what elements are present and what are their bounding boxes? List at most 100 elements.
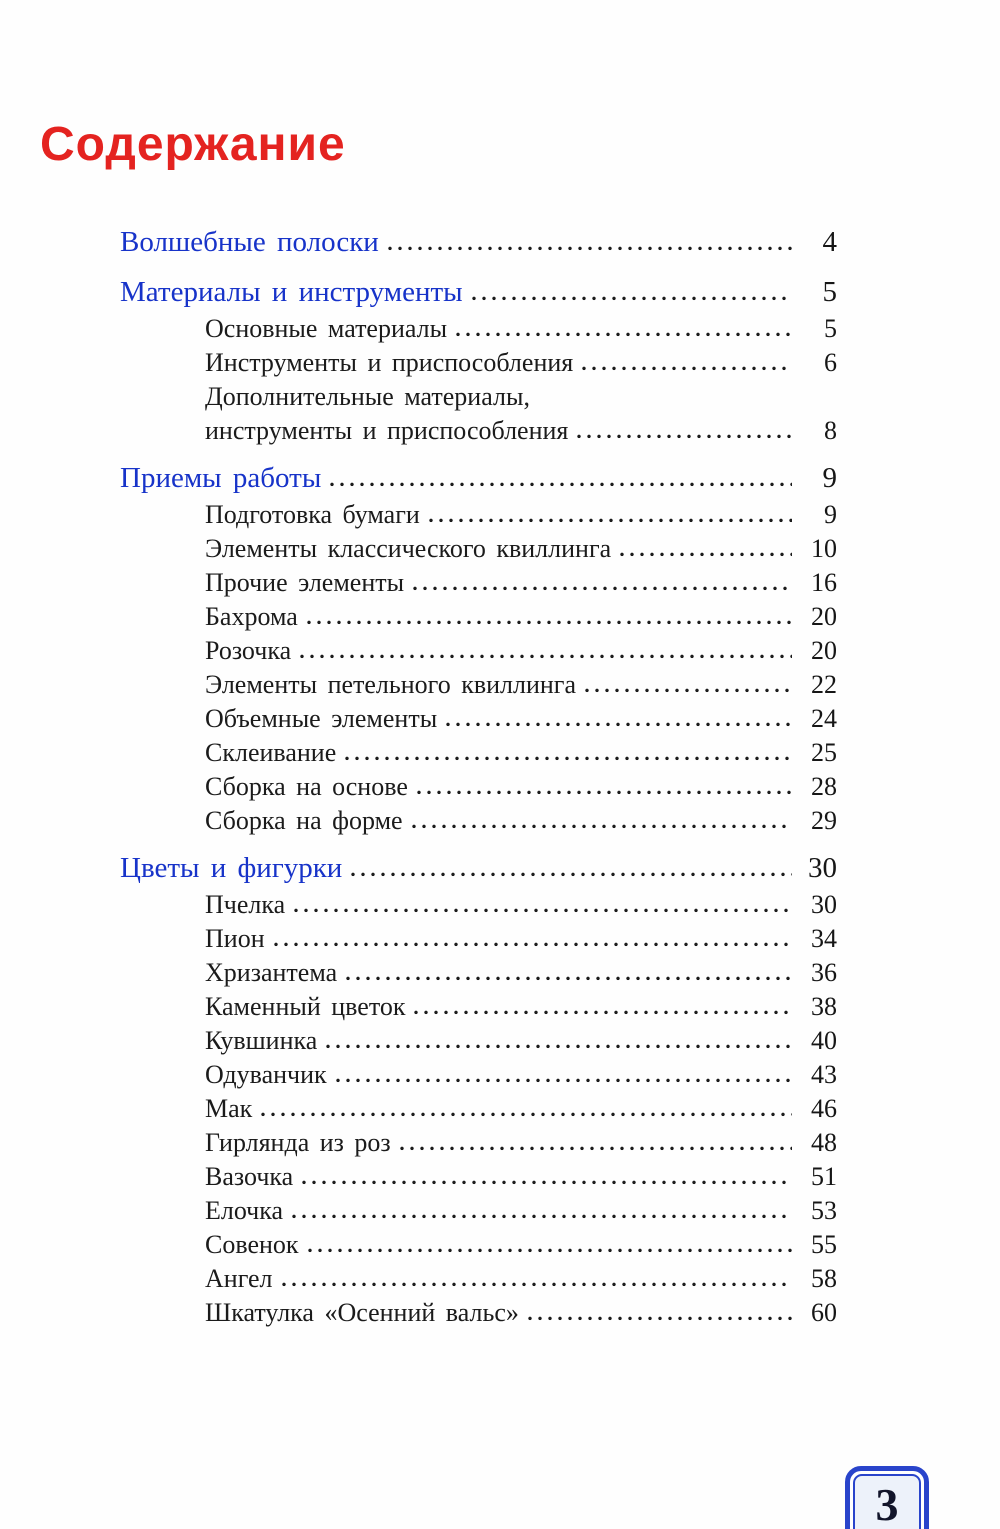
dot-leader <box>471 295 792 301</box>
dot-leader <box>261 1111 792 1117</box>
toc-entry: Совенок 55 <box>120 1228 837 1262</box>
toc-entry-label: Сборка на форме <box>205 806 403 835</box>
toc-entry-page: 58 <box>811 1264 837 1293</box>
toc-entry-label: Кувшинка <box>205 1026 318 1055</box>
toc-entry: Хризантема 36 <box>120 956 837 990</box>
toc-entry-label: Приемы работы <box>120 462 322 494</box>
toc-entry-label: Прочие элементы <box>205 568 405 597</box>
dot-leader <box>585 687 792 693</box>
dot-leader <box>307 1247 792 1253</box>
page-number: 3 <box>875 1479 899 1529</box>
toc-entry-label: Волшебные полоски <box>120 226 379 258</box>
toc-entry-label: Материалы и инструменты <box>120 276 463 308</box>
toc-entry: Элементы петельного квиллинга 22 <box>120 668 837 702</box>
dot-leader <box>411 823 792 829</box>
toc-entry-page: 9 <box>824 500 837 529</box>
page-number-badge-inner: 3 <box>853 1474 921 1529</box>
toc-entry-page: 29 <box>811 806 837 835</box>
toc-entry: инструменты и приспособления 8 <box>120 414 837 448</box>
dot-leader <box>416 789 792 795</box>
toc-entry-page: 5 <box>822 276 838 308</box>
toc-entry-page: 5 <box>824 314 837 343</box>
toc-entry-page: 53 <box>811 1196 837 1225</box>
dot-leader <box>456 331 792 337</box>
dot-leader <box>326 1043 792 1049</box>
toc-entry: Елочка 53 <box>120 1194 837 1228</box>
toc-entry-label: Склеивание <box>205 738 337 767</box>
toc-entry: Сборка на основе 28 <box>120 770 837 804</box>
toc-entry-label: Инструменты и приспособления <box>205 348 574 377</box>
toc-entry: Пчелка 30 <box>120 888 837 922</box>
toc-entry-label: Сборка на основе <box>205 772 408 801</box>
dot-leader <box>399 1145 792 1151</box>
toc-entry-page: 55 <box>811 1230 837 1259</box>
toc-entry-label: Основные материалы <box>205 314 448 343</box>
toc-entry: Ангел 58 <box>120 1262 837 1296</box>
dot-leader <box>582 365 792 371</box>
toc-entry: Приемы работы 9 <box>120 458 837 498</box>
toc-entry: Основные материалы 5 <box>120 312 837 346</box>
toc-entry: Кувшинка 40 <box>120 1024 837 1058</box>
toc-entry-page: 6 <box>824 348 837 377</box>
toc-entry: Подготовка бумаги 9 <box>120 498 837 532</box>
toc-entry-page: 30 <box>808 852 837 884</box>
dot-leader <box>346 975 792 981</box>
toc-entry-page: 10 <box>811 534 837 563</box>
toc-entry-page: 30 <box>811 890 837 919</box>
toc-entry: Волшебные полоски 4 <box>120 222 837 262</box>
dot-leader <box>387 245 792 251</box>
toc-entry-page: 20 <box>811 602 837 631</box>
toc-entry: Склеивание 25 <box>120 736 837 770</box>
toc-entry-label: Ангел <box>205 1264 273 1293</box>
toc-entry-label: Одуванчик <box>205 1060 327 1089</box>
dot-leader <box>292 1213 792 1219</box>
toc-entry-label: инструменты и приспособления <box>205 416 569 445</box>
dot-leader <box>527 1315 792 1321</box>
dot-leader <box>414 1009 792 1015</box>
toc-entry-label: Елочка <box>205 1196 284 1225</box>
toc-entry-page: 22 <box>811 670 837 699</box>
dot-leader <box>428 517 792 523</box>
page-title: Содержание <box>40 118 346 171</box>
dot-leader <box>345 755 792 761</box>
toc-entry-label: Совенок <box>205 1230 299 1259</box>
dot-leader <box>577 433 792 439</box>
toc-entry: Шкатулка «Осенний вальс» 60 <box>120 1296 837 1330</box>
toc-entry-page: 34 <box>811 924 837 953</box>
dot-leader <box>351 871 792 877</box>
toc-entry-page: 9 <box>822 462 838 494</box>
toc-entry: Инструменты и приспособления 6 <box>120 346 837 380</box>
toc-entry-page: 36 <box>811 958 837 987</box>
toc-entry-page: 24 <box>811 704 837 733</box>
toc-entry-label: Шкатулка «Осенний вальс» <box>205 1298 519 1327</box>
toc-entry: Вазочка 51 <box>120 1160 837 1194</box>
toc-entry-label: Элементы петельного квиллинга <box>205 670 576 699</box>
toc-entry-page: 51 <box>811 1162 837 1191</box>
toc-entry: Бахрома 20 <box>120 600 837 634</box>
toc-entry: Прочие элементы 16 <box>120 566 837 600</box>
toc-entry-label: Каменный цветок <box>205 992 406 1021</box>
toc-entry: Одуванчик 43 <box>120 1058 837 1092</box>
toc-entry-label: Цветы и фигурки <box>120 852 343 884</box>
toc-entry: Гирлянда из роз 48 <box>120 1126 837 1160</box>
toc-entry: Пион 34 <box>120 922 837 956</box>
dot-leader <box>620 551 792 557</box>
toc-entry-label: Гирлянда из роз <box>205 1128 391 1157</box>
toc-entry-page: 46 <box>811 1094 837 1123</box>
toc-entry-page: 40 <box>811 1026 837 1055</box>
dot-leader <box>302 1179 792 1185</box>
toc-entry-label: Мак <box>205 1094 253 1123</box>
toc-entry-label: Хризантема <box>205 958 338 987</box>
toc-entry-page: 20 <box>811 636 837 665</box>
toc-entry-page: 4 <box>822 226 838 258</box>
dot-leader <box>281 1281 792 1287</box>
dot-leader <box>335 1077 792 1083</box>
toc-entry-label: Элементы классического квиллинга <box>205 534 612 563</box>
toc-entry-page: 38 <box>811 992 837 1021</box>
table-of-contents: Волшебные полоски 4 Материалы и инструмент… <box>120 222 837 1330</box>
toc-entry: Каменный цветок 38 <box>120 990 837 1024</box>
toc-entry-label: Дополнительные материалы, <box>205 382 530 411</box>
toc-entry-page: 28 <box>811 772 837 801</box>
dot-leader <box>300 653 792 659</box>
